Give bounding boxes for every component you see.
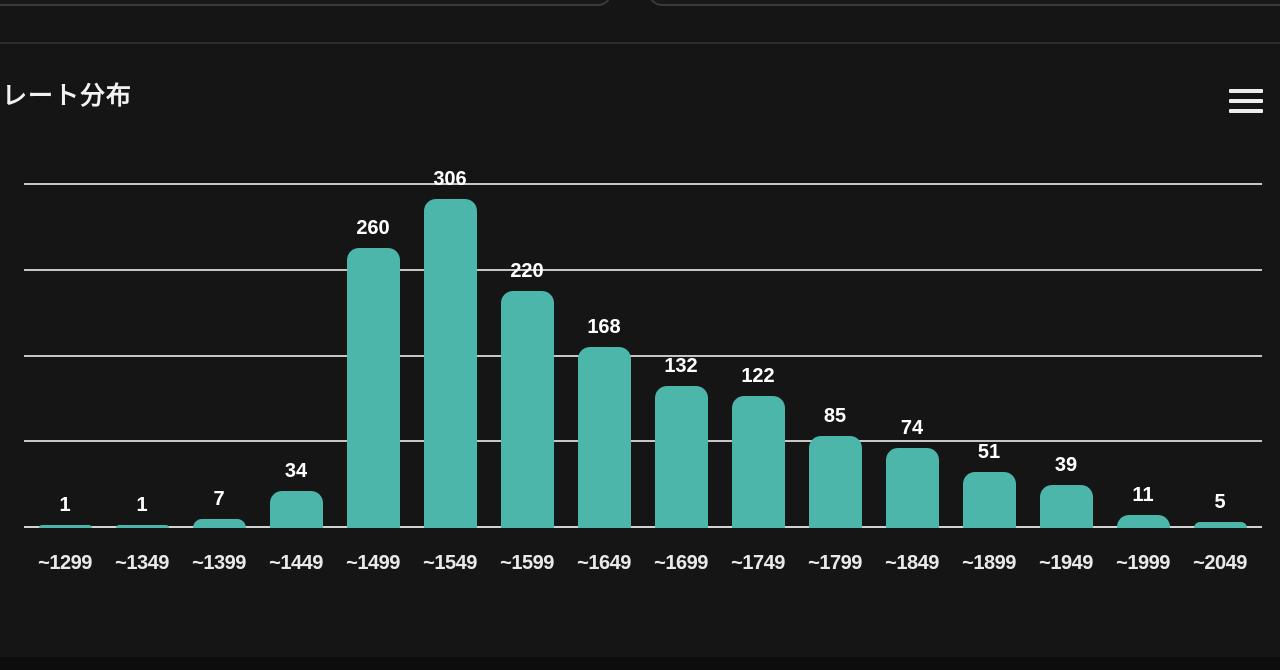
gridline xyxy=(24,268,1262,271)
bar[interactable] xyxy=(1116,515,1170,528)
gridline xyxy=(24,354,1262,357)
bar[interactable] xyxy=(885,447,939,528)
bar[interactable] xyxy=(1039,485,1093,528)
bar-value-label: 51 xyxy=(977,441,1001,464)
bar[interactable] xyxy=(731,396,785,528)
bar[interactable] xyxy=(346,248,400,528)
bottom-band xyxy=(0,657,1280,670)
bar[interactable] xyxy=(808,435,862,528)
x-axis-label: ~1299 xyxy=(38,552,92,574)
x-axis-label: ~1799 xyxy=(808,552,862,574)
bar-value-label: 74 xyxy=(900,416,924,439)
gridline xyxy=(24,440,1262,443)
bar-value-label: 11 xyxy=(1132,484,1154,507)
x-axis-label: ~1549 xyxy=(423,552,477,574)
bar-value-label: 122 xyxy=(741,365,775,388)
chart-title: レート分布 xyxy=(2,82,133,110)
bar[interactable] xyxy=(654,385,708,528)
bar[interactable] xyxy=(1193,521,1247,528)
bar-value-label: 39 xyxy=(1054,454,1078,477)
bar-value-label: 1 xyxy=(136,494,148,516)
bar-value-label: 5 xyxy=(1214,490,1226,513)
bar-value-label: 220 xyxy=(510,260,544,283)
bar-value-label: 34 xyxy=(284,459,308,482)
x-axis-label: ~1849 xyxy=(885,552,939,574)
hamburger-menu-icon[interactable] xyxy=(1229,89,1263,113)
x-axis-label: ~1949 xyxy=(1039,552,1093,574)
bar[interactable] xyxy=(577,346,631,528)
bar[interactable] xyxy=(269,490,323,528)
bar[interactable] xyxy=(962,472,1016,528)
menu-bar xyxy=(1229,89,1263,93)
x-axis-label: ~1699 xyxy=(654,552,708,574)
bar-value-label: 7 xyxy=(213,488,225,511)
x-axis-label: ~1999 xyxy=(1116,552,1170,574)
menu-bar xyxy=(1229,99,1263,103)
bar-value-label: 168 xyxy=(587,315,621,338)
x-axis-label: ~1449 xyxy=(269,552,323,574)
bar-value-label: 132 xyxy=(664,354,698,377)
bar[interactable] xyxy=(500,291,554,528)
x-axis-line xyxy=(24,526,1262,528)
bar[interactable] xyxy=(192,519,246,528)
top-divider xyxy=(0,42,1280,44)
x-axis-label: ~1649 xyxy=(577,552,631,574)
bar-value-label: 306 xyxy=(433,168,467,190)
bar[interactable] xyxy=(423,199,477,528)
bar-value-label: 260 xyxy=(356,217,390,240)
x-axis-label: ~1399 xyxy=(192,552,246,574)
bar-value-label: 85 xyxy=(823,404,847,427)
bar[interactable] xyxy=(115,525,169,528)
x-axis-label: ~1749 xyxy=(731,552,785,574)
gridline xyxy=(24,183,1262,185)
bar[interactable] xyxy=(38,525,92,528)
x-axis-label: ~1499 xyxy=(346,552,400,574)
x-axis-label: ~1899 xyxy=(962,552,1016,574)
menu-bar xyxy=(1229,109,1263,113)
x-axis-label: ~2049 xyxy=(1193,552,1247,574)
x-axis-label: ~1349 xyxy=(115,552,169,574)
bar-value-label: 1 xyxy=(59,494,71,516)
x-axis-label: ~1599 xyxy=(500,552,554,574)
